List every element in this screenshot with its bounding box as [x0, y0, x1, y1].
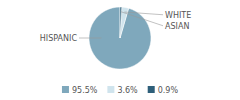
- legend-item: 95.5%: [62, 86, 98, 95]
- leader-line: [79, 38, 101, 39]
- annotation: HISPANIC: [40, 34, 78, 43]
- legend-label: 0.9%: [158, 86, 179, 95]
- legend-item: 3.6%: [107, 86, 138, 95]
- leader-line: [121, 12, 163, 26]
- legend-swatch: [107, 86, 114, 93]
- legend-swatch: [62, 86, 69, 93]
- legend-item: 0.9%: [148, 86, 179, 95]
- annotation: WHITE: [165, 11, 191, 20]
- legend: 95.5% 3.6% 0.9%: [62, 86, 178, 95]
- leader-line: [124, 12, 163, 15]
- legend-label: 95.5%: [72, 86, 98, 95]
- legend-swatch: [148, 86, 155, 93]
- annotation: ASIAN: [165, 22, 189, 31]
- annotations: HISPANIC WHITE ASIAN: [40, 11, 191, 43]
- chart: HISPANIC WHITE ASIAN 95.5% 3.6% 0.9%: [0, 0, 240, 100]
- legend-label: 3.6%: [117, 86, 138, 95]
